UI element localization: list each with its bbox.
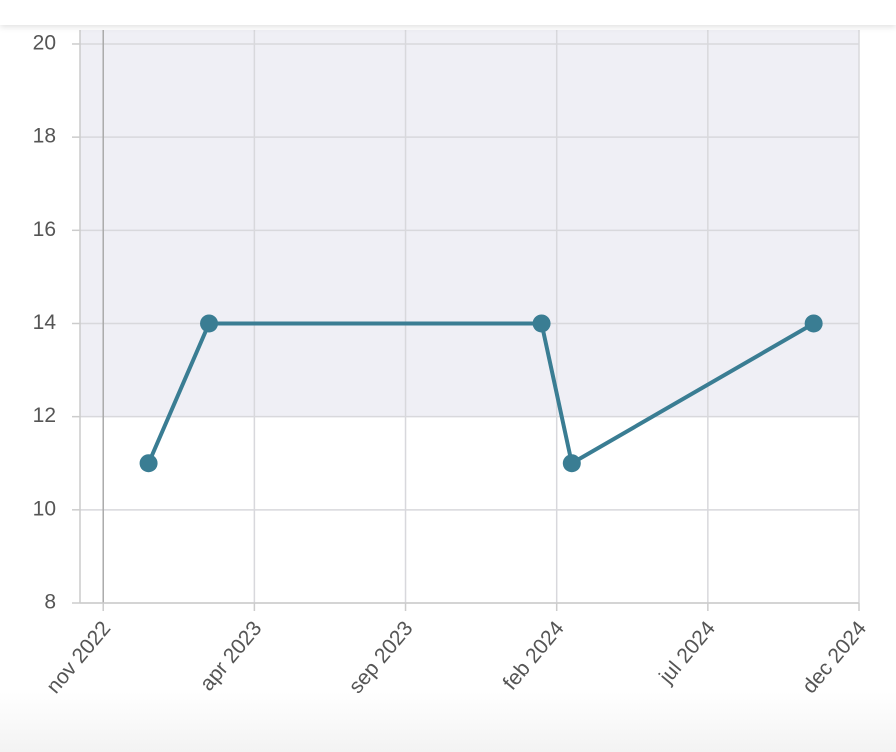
x-tick-label: jul 2024 bbox=[654, 617, 720, 689]
x-tick-label: sep 2023 bbox=[344, 617, 417, 698]
data-point bbox=[562, 454, 581, 473]
y-tick-label: 14 bbox=[33, 311, 57, 334]
y-tick-label: 16 bbox=[33, 218, 56, 241]
x-tick-label: feb 2024 bbox=[499, 617, 569, 695]
y-tick-label: 8 bbox=[44, 591, 56, 614]
y-tick-label: 20 bbox=[33, 32, 56, 55]
header-bar bbox=[0, 0, 896, 25]
data-point bbox=[200, 314, 219, 333]
y-tick-label: 12 bbox=[33, 404, 56, 427]
highlight-band bbox=[80, 30, 859, 417]
x-tick-label: apr 2023 bbox=[196, 617, 267, 695]
x-tick-label: dec 2024 bbox=[798, 617, 871, 698]
data-point bbox=[804, 314, 823, 333]
y-tick-label: 18 bbox=[33, 125, 56, 148]
data-point bbox=[532, 314, 551, 333]
x-tick-label: nov 2022 bbox=[42, 617, 115, 698]
data-point bbox=[139, 454, 158, 473]
y-tick-label: 10 bbox=[33, 497, 56, 520]
